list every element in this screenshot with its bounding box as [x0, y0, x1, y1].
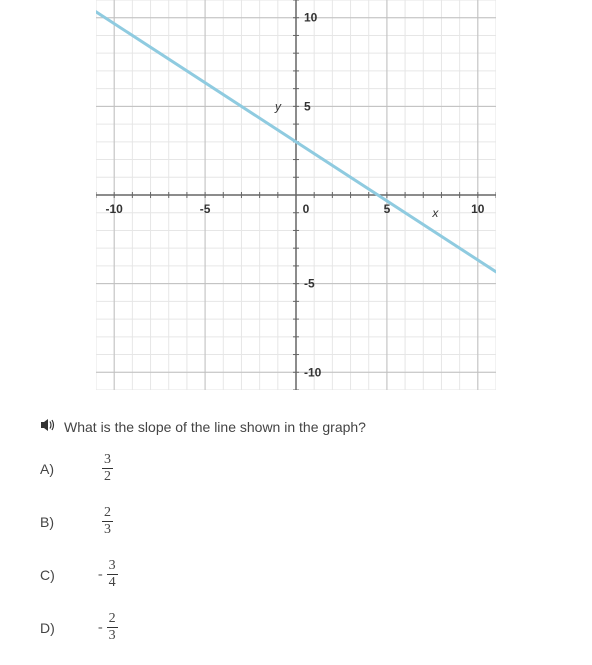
question-text: What is the slope of the line shown in t…: [64, 419, 366, 435]
choice-letter: C): [40, 567, 60, 583]
choice-letter: B): [40, 514, 60, 530]
choice-c[interactable]: C) - 3 4: [40, 559, 592, 590]
choice-fraction: 3 2: [98, 453, 113, 484]
choice-d[interactable]: D) - 2 3: [40, 612, 592, 643]
slope-graph: -10 -5 0 5 10 -10 -5 5 10 x y: [96, 0, 496, 390]
choice-fraction: - 2 3: [98, 612, 118, 643]
svg-text:y: y: [274, 99, 282, 113]
svg-text:10: 10: [304, 11, 318, 25]
answer-choices: A) 3 2 B) 2 3 C) - 3 4 D): [40, 453, 592, 643]
audio-icon[interactable]: [40, 418, 56, 435]
question-row: What is the slope of the line shown in t…: [40, 418, 592, 435]
svg-text:-5: -5: [200, 202, 211, 216]
svg-text:10: 10: [471, 202, 485, 216]
svg-text:5: 5: [384, 202, 391, 216]
svg-text:5: 5: [304, 99, 311, 113]
choice-fraction: - 3 4: [98, 559, 118, 590]
svg-text:0: 0: [303, 202, 310, 216]
svg-text:-10: -10: [304, 365, 322, 379]
choice-b[interactable]: B) 2 3: [40, 506, 592, 537]
choice-a[interactable]: A) 3 2: [40, 453, 592, 484]
svg-text:-10: -10: [106, 202, 124, 216]
choice-letter: A): [40, 461, 60, 477]
svg-text:-5: -5: [304, 277, 315, 291]
choice-letter: D): [40, 620, 60, 636]
choice-fraction: 2 3: [98, 506, 113, 537]
svg-text:x: x: [431, 206, 439, 220]
